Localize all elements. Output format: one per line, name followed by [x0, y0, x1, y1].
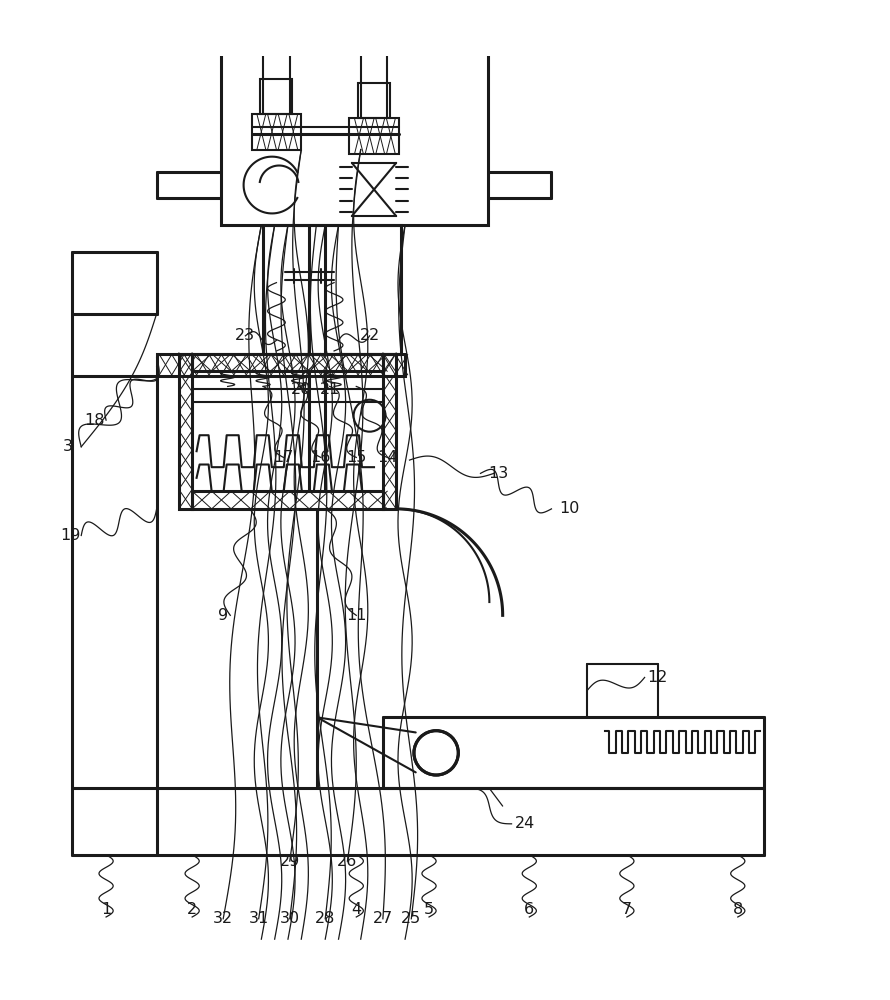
- Text: 22: 22: [360, 328, 380, 343]
- Text: 5: 5: [424, 902, 434, 917]
- Text: 9: 9: [218, 608, 228, 623]
- Text: 25: 25: [401, 911, 421, 926]
- Text: 12: 12: [648, 670, 668, 685]
- Text: 32: 32: [213, 911, 233, 926]
- Text: 28: 28: [315, 911, 336, 926]
- Text: 31: 31: [248, 911, 269, 926]
- Text: 4: 4: [352, 902, 361, 917]
- Text: 15: 15: [346, 450, 367, 465]
- Text: 16: 16: [311, 450, 331, 465]
- Bar: [157, 354, 405, 376]
- Text: 23: 23: [235, 328, 255, 343]
- Text: 8: 8: [732, 902, 743, 917]
- Text: 6: 6: [524, 902, 534, 917]
- Text: 3: 3: [63, 439, 73, 454]
- Text: 26: 26: [337, 854, 358, 869]
- Text: 21: 21: [320, 382, 340, 397]
- Bar: [383, 354, 396, 509]
- Bar: [252, 114, 302, 150]
- Text: 17: 17: [273, 450, 294, 465]
- Bar: [179, 354, 192, 509]
- Text: 29: 29: [279, 854, 300, 869]
- Text: 27: 27: [373, 911, 393, 926]
- Bar: [192, 491, 383, 509]
- Text: 18: 18: [85, 413, 105, 428]
- Bar: [222, 52, 488, 225]
- Text: 20: 20: [291, 382, 312, 397]
- Text: 30: 30: [279, 911, 300, 926]
- Text: 7: 7: [622, 902, 632, 917]
- Text: 2: 2: [187, 902, 198, 917]
- Bar: [261, 79, 293, 114]
- Text: 24: 24: [514, 816, 535, 831]
- Bar: [358, 83, 390, 118]
- Bar: [192, 354, 383, 371]
- Text: 19: 19: [61, 528, 81, 543]
- Text: 10: 10: [559, 501, 579, 516]
- Text: 11: 11: [346, 608, 367, 623]
- Bar: [263, 225, 400, 354]
- Bar: [349, 118, 399, 154]
- Text: 13: 13: [488, 466, 508, 481]
- Text: 14: 14: [377, 450, 398, 465]
- Text: 1: 1: [101, 902, 111, 917]
